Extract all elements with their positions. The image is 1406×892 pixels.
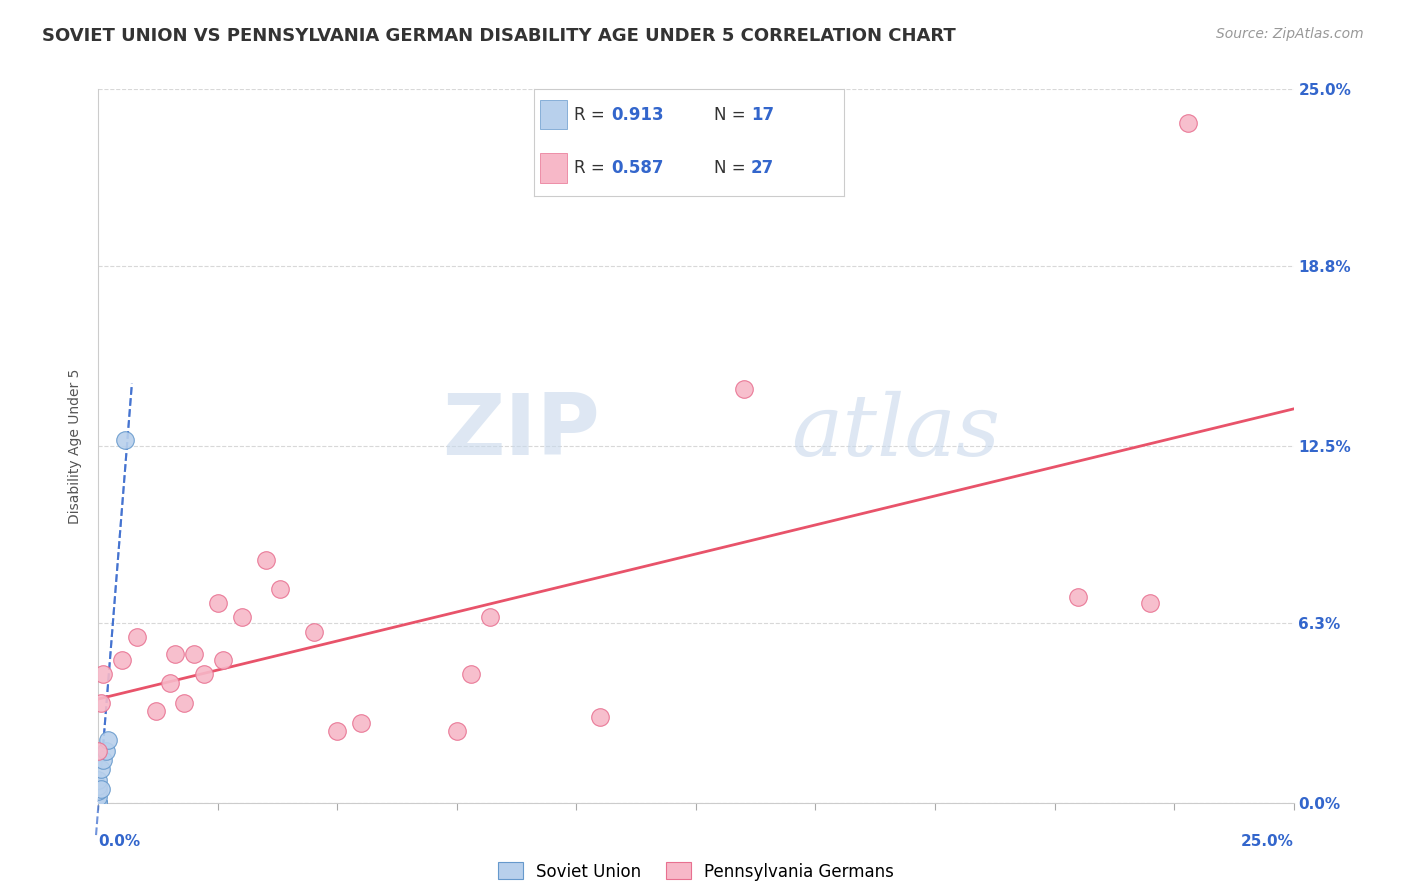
- Point: [87, 796, 110, 810]
- Point: [326, 724, 349, 739]
- Point: [254, 553, 277, 567]
- Point: [90, 762, 112, 776]
- Point: [479, 610, 502, 624]
- Point: [211, 653, 233, 667]
- Point: [114, 434, 136, 448]
- Point: [125, 630, 148, 644]
- Point: [87, 796, 110, 810]
- Point: [163, 648, 186, 662]
- Text: 25.0%: 25.0%: [1240, 834, 1294, 849]
- Point: [87, 744, 110, 758]
- Point: [1139, 596, 1161, 610]
- Point: [87, 772, 110, 787]
- Text: R =: R =: [575, 160, 610, 178]
- Text: ZIP: ZIP: [443, 390, 600, 474]
- Point: [87, 796, 110, 810]
- Point: [159, 676, 181, 690]
- Point: [87, 796, 110, 810]
- Text: Source: ZipAtlas.com: Source: ZipAtlas.com: [1216, 27, 1364, 41]
- Text: atlas: atlas: [792, 391, 1001, 473]
- Text: 17: 17: [751, 106, 773, 124]
- Point: [87, 784, 110, 798]
- Text: 0.0%: 0.0%: [98, 834, 141, 849]
- Point: [302, 624, 325, 639]
- Point: [350, 715, 373, 730]
- Point: [733, 382, 755, 396]
- Text: 0.913: 0.913: [612, 106, 664, 124]
- Point: [87, 790, 110, 805]
- Point: [91, 753, 114, 767]
- Point: [87, 779, 110, 793]
- Text: 0.587: 0.587: [612, 160, 664, 178]
- Text: 27: 27: [751, 160, 775, 178]
- Point: [111, 653, 134, 667]
- Point: [87, 796, 110, 810]
- Point: [460, 667, 482, 681]
- Point: [1067, 591, 1090, 605]
- Point: [173, 696, 195, 710]
- Point: [207, 596, 229, 610]
- Point: [589, 710, 612, 724]
- Text: N =: N =: [714, 160, 751, 178]
- Point: [90, 696, 112, 710]
- Point: [145, 705, 167, 719]
- Text: N =: N =: [714, 106, 751, 124]
- Point: [193, 667, 215, 681]
- Y-axis label: Disability Age Under 5: Disability Age Under 5: [69, 368, 83, 524]
- Point: [183, 648, 205, 662]
- Point: [94, 744, 117, 758]
- Point: [90, 781, 112, 796]
- Point: [446, 724, 468, 739]
- FancyBboxPatch shape: [540, 100, 567, 129]
- Point: [269, 582, 291, 596]
- Point: [87, 796, 110, 810]
- Point: [231, 610, 253, 624]
- Text: R =: R =: [575, 106, 610, 124]
- Point: [91, 667, 114, 681]
- Point: [1177, 116, 1199, 130]
- FancyBboxPatch shape: [540, 153, 567, 183]
- Point: [97, 733, 120, 747]
- Point: [87, 796, 110, 810]
- Text: SOVIET UNION VS PENNSYLVANIA GERMAN DISABILITY AGE UNDER 5 CORRELATION CHART: SOVIET UNION VS PENNSYLVANIA GERMAN DISA…: [42, 27, 956, 45]
- Legend: Soviet Union, Pennsylvania Germans: Soviet Union, Pennsylvania Germans: [491, 855, 901, 888]
